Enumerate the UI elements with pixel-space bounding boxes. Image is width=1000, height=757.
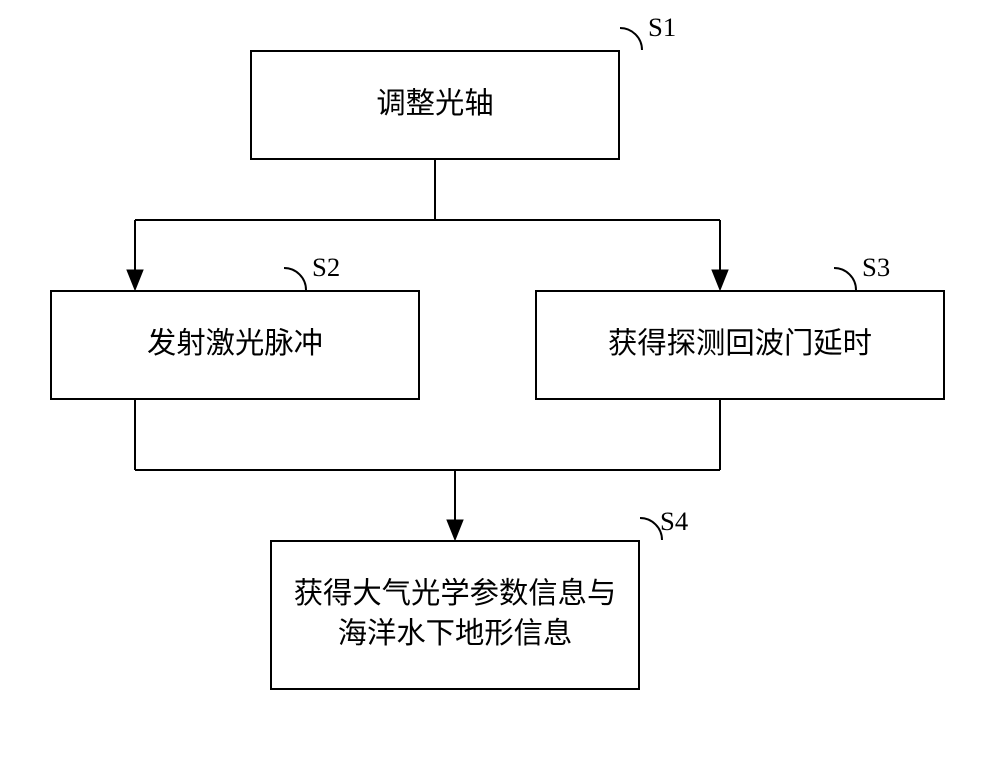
step-s1-box: 调整光轴 [250,50,620,160]
flowchart-canvas: 调整光轴 发射激光脉冲 获得探测回波门延时 获得大气光学参数信息与海洋水下地形信… [0,0,1000,757]
step-s3-box: 获得探测回波门延时 [535,290,945,400]
step-label-s2: S2 [312,252,340,283]
step-label-s3: S3 [862,252,890,283]
step-s2-text: 发射激光脉冲 [147,325,323,365]
step-s4-box: 获得大气光学参数信息与海洋水下地形信息 [270,540,640,690]
step-s4-text: 获得大气光学参数信息与海洋水下地形信息 [290,575,620,654]
step-s1-text: 调整光轴 [376,85,493,125]
step-label-s4: S4 [660,506,688,537]
step-s2-box: 发射激光脉冲 [50,290,420,400]
step-s3-text: 获得探测回波门延时 [608,325,872,365]
step-label-s1: S1 [648,12,676,43]
